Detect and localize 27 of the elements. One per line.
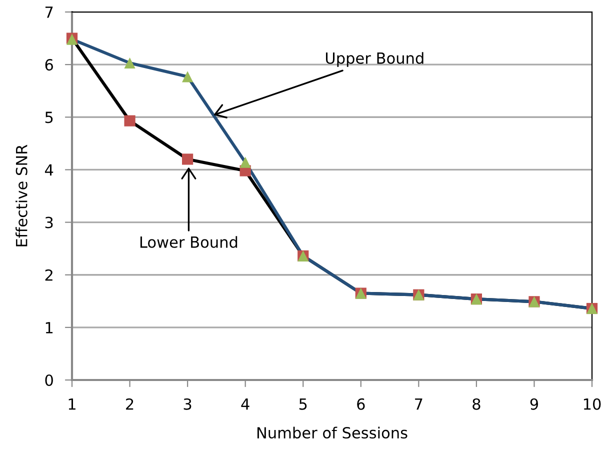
y-tick-label: 5 xyxy=(45,112,53,124)
x-tick-label: 7 xyxy=(415,398,422,410)
y-tick-label: 7 xyxy=(45,6,53,18)
y-tick-label: 0 xyxy=(45,374,53,386)
point xyxy=(240,156,251,168)
x-tick-label: 4 xyxy=(241,398,250,410)
y-tick-label: 2 xyxy=(45,269,52,281)
x-tick-label: 6 xyxy=(357,398,365,410)
annotation: Lower Bound xyxy=(140,236,238,248)
x-tick-label: 3 xyxy=(184,398,192,410)
y-axis-title: Effective SNR xyxy=(16,144,28,246)
x-tick-label: 9 xyxy=(530,398,538,410)
x-tick-label: 2 xyxy=(126,398,134,410)
x-tick-label: 10 xyxy=(584,398,601,410)
point xyxy=(124,57,136,69)
x-tick-label: 5 xyxy=(299,398,307,410)
point xyxy=(182,71,194,82)
x-tick-label: 1 xyxy=(68,398,76,410)
annotation: Upper Bound xyxy=(326,52,424,67)
y-tick-label: 6 xyxy=(45,59,53,71)
point xyxy=(124,115,136,126)
x-tick-label: 8 xyxy=(472,398,480,410)
x-axis-title: Number of Sessions xyxy=(257,426,408,439)
y-tick-label: 4 xyxy=(44,164,54,176)
y-tick-label: 3 xyxy=(45,216,53,228)
y-tick-label: 1 xyxy=(46,322,53,334)
point xyxy=(182,154,194,165)
